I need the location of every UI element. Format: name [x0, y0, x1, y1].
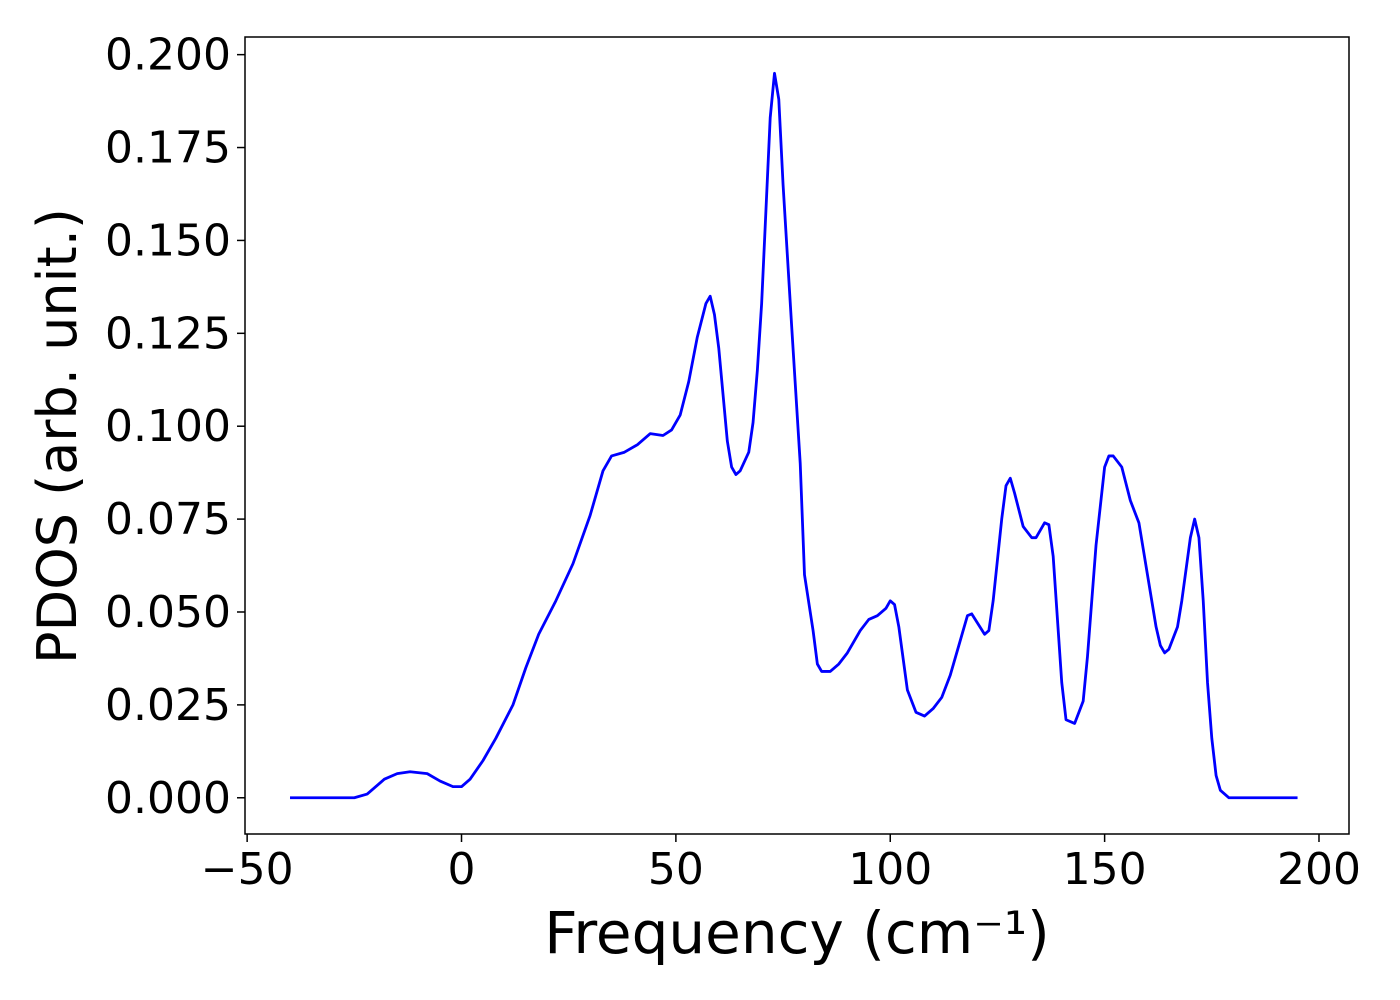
y-tick-label: 0.025	[105, 680, 231, 731]
x-tick-label: 200	[1277, 844, 1361, 895]
y-tick-label: 0.075	[105, 494, 231, 545]
x-tick-label: −50	[201, 844, 294, 895]
y-tick-label: 0.200	[105, 30, 231, 81]
y-tick-label: 0.100	[105, 401, 231, 452]
x-tick-label: 50	[648, 844, 704, 895]
x-tick-label: 0	[448, 844, 476, 895]
x-tick-label: 150	[1063, 844, 1147, 895]
plot-frame	[244, 36, 1350, 835]
y-tick-label: 0.050	[105, 587, 231, 638]
y-tick-label: 0.150	[105, 215, 231, 266]
x-tick-label: 100	[848, 844, 932, 895]
y-tick-label: 0.000	[105, 773, 231, 824]
y-axis-label: PDOS (arb. unit.)	[26, 208, 89, 664]
x-axis-label: Frequency (cm⁻¹)	[544, 899, 1050, 967]
data-line	[290, 71, 1298, 800]
y-tick-label: 0.125	[105, 308, 231, 359]
y-tick-label: 0.175	[105, 123, 231, 174]
